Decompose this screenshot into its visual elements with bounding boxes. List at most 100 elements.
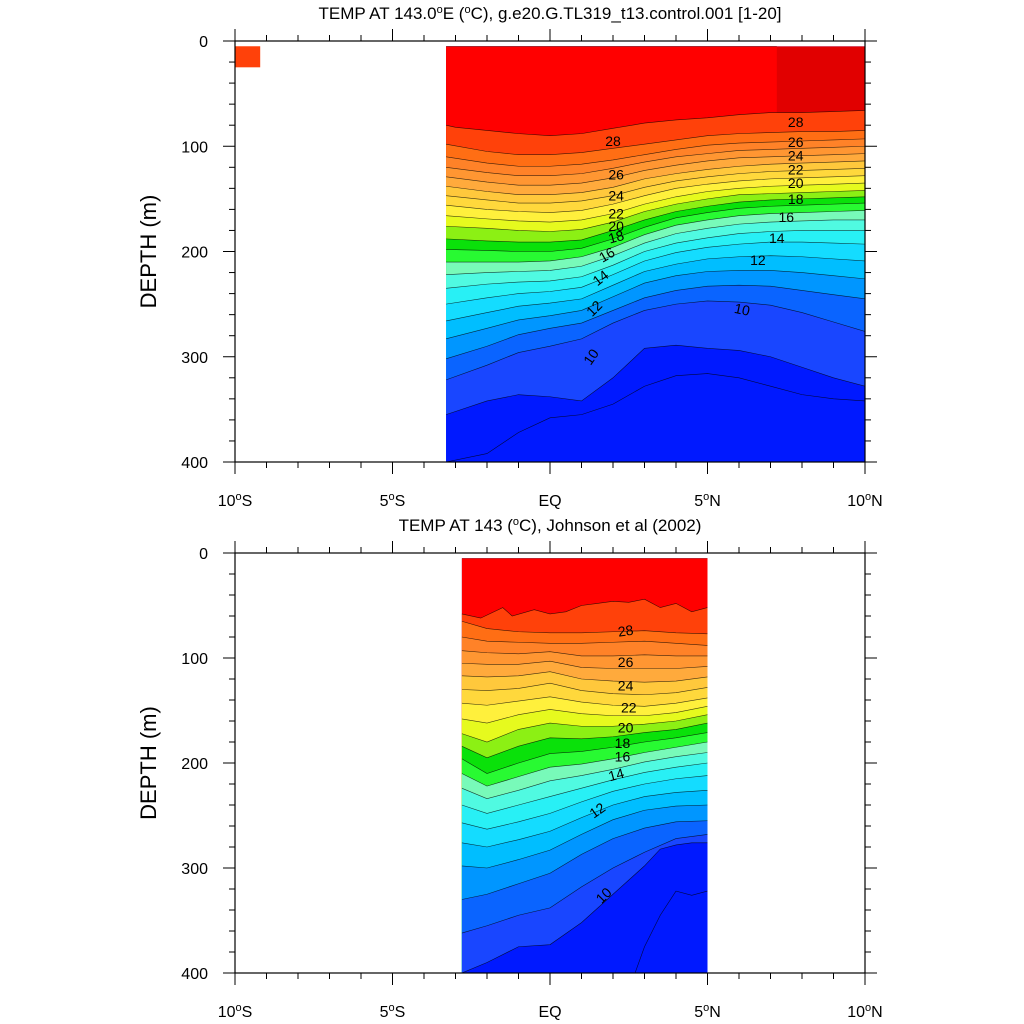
isoline-15: [461, 762, 708, 814]
isoline-28: [461, 620, 708, 635]
isoline-8: [446, 373, 865, 462]
isoline-11: [461, 820, 708, 900]
contour-label: 28: [605, 133, 621, 149]
x-tick-label-pre: 10: [218, 493, 236, 510]
contour-label: 26: [608, 167, 624, 183]
x-tick-label-pre: 5: [694, 1004, 703, 1021]
x-tick-label-post: N: [709, 1004, 721, 1021]
x-tick-label: 10oS: [218, 1002, 253, 1021]
x-tick-label-deg: o: [865, 491, 871, 503]
panel-model-temperature: 2828262624242222202018181616141412121010…: [136, 4, 883, 510]
x-tick-label-deg: o: [865, 1002, 871, 1014]
isoline-17: [461, 741, 708, 787]
contour-label: 10: [733, 300, 752, 319]
isoline-23: [461, 682, 708, 696]
isoline-21: [446, 182, 865, 223]
isoline-24: [461, 671, 708, 683]
y-tick-label: 300: [181, 350, 208, 367]
x-tick-label: 5oS: [380, 491, 406, 510]
x-tick-label-deg: o: [389, 1002, 395, 1014]
isoline-13: [461, 790, 708, 848]
x-tick-label: 5oN: [694, 491, 721, 510]
x-tick-label-pre: EQ: [538, 493, 561, 510]
x-tick-label: 5oS: [380, 1002, 406, 1021]
contour-label: 22: [621, 699, 637, 715]
x-tick-label-pre: EQ: [538, 1004, 561, 1021]
chart-title-pre: TEMP AT 143.0: [318, 4, 436, 23]
x-tick-label-deg: o: [236, 491, 242, 503]
x-tick-label-post: S: [395, 493, 406, 510]
contour-label: 20: [608, 218, 624, 234]
x-tick-label-pre: 5: [694, 493, 703, 510]
isoline-18: [446, 202, 865, 252]
y-axis-label: DEPTH (m): [136, 706, 161, 820]
x-tick-label-pre: 5: [380, 1004, 389, 1021]
isoline-14: [446, 241, 865, 305]
contour-label: 22: [608, 206, 624, 222]
isoline-29: [446, 110, 865, 137]
isoline-22: [461, 696, 708, 707]
isoline-25: [461, 660, 708, 669]
isoline-9: [446, 344, 865, 415]
isoline-9: [461, 842, 708, 973]
chart-title-pre: TEMP AT 143 (: [399, 516, 514, 535]
x-tick-label: 10oN: [847, 491, 882, 510]
contour-label: 16: [615, 749, 631, 765]
y-tick-label: 400: [181, 966, 208, 983]
x-tick-label: 5oN: [694, 1002, 721, 1021]
isoline-10: [461, 834, 708, 934]
y-tick-label: 400: [181, 455, 208, 472]
isoline-22: [446, 175, 865, 213]
chart-title-deg: o: [437, 4, 443, 16]
band-below-9: [461, 842, 708, 973]
y-tick-label: 0: [199, 546, 208, 563]
chart-title-mid: C), Johnson et al (2002): [519, 516, 701, 535]
x-tick-label-deg: o: [703, 1002, 709, 1014]
x-tick-label-post: S: [395, 1004, 406, 1021]
y-axis: 0 100 200 300 400: [181, 34, 877, 472]
isoline-24: [446, 160, 865, 195]
isoline-21: [461, 706, 708, 724]
chart-title: TEMP AT 143.0oE (oC), g.e20.G.TL319_t13.…: [318, 4, 781, 23]
chart-title-deg: o: [513, 516, 519, 528]
y-tick-label: 100: [181, 651, 208, 668]
isoline-20: [446, 190, 865, 232]
isoline-18: [461, 732, 708, 774]
contour-label: 26: [788, 134, 804, 150]
contour-label: 14: [769, 230, 785, 246]
isoline-16: [461, 752, 708, 800]
y-axis: 0 100 200 300 400: [181, 546, 877, 983]
y-tick-label: 300: [181, 861, 208, 878]
isoline-13: [446, 255, 865, 322]
contour-label: 28: [788, 114, 804, 130]
contour-label: 24: [788, 148, 804, 164]
isoline-20: [461, 714, 708, 743]
x-tick-label-post: S: [242, 493, 253, 510]
y-tick-label: 200: [181, 245, 208, 262]
band-below-8: [446, 373, 865, 462]
chart-title: TEMP AT 143 (oC), Johnson et al (2002): [399, 516, 702, 535]
contour-label: 16: [596, 244, 618, 266]
contour-fills: [446, 46, 865, 462]
contour-label: 18: [615, 735, 631, 751]
contour-label: 22: [788, 161, 804, 177]
x-tick-label-post: N: [871, 493, 883, 510]
isoline-12: [461, 804, 708, 869]
x-axis: 10oS 5oS EQ 5oN 10oN: [218, 29, 883, 510]
isoline-29: [461, 598, 708, 619]
x-tick-label-pre: 5: [380, 493, 389, 510]
x-tick-label: 10oS: [218, 491, 253, 510]
chart-title-mid: E (: [443, 4, 465, 23]
contour-lines: [461, 558, 708, 973]
isoline-19: [446, 196, 865, 243]
isoline-23: [446, 168, 865, 204]
isoline-17: [446, 210, 865, 263]
x-tick-label-pre: 10: [847, 493, 865, 510]
contour-label: 20: [788, 175, 804, 191]
isoline-26: [461, 650, 708, 657]
x-tick-label-deg: o: [703, 491, 709, 503]
y-tick-label: 200: [181, 756, 208, 773]
